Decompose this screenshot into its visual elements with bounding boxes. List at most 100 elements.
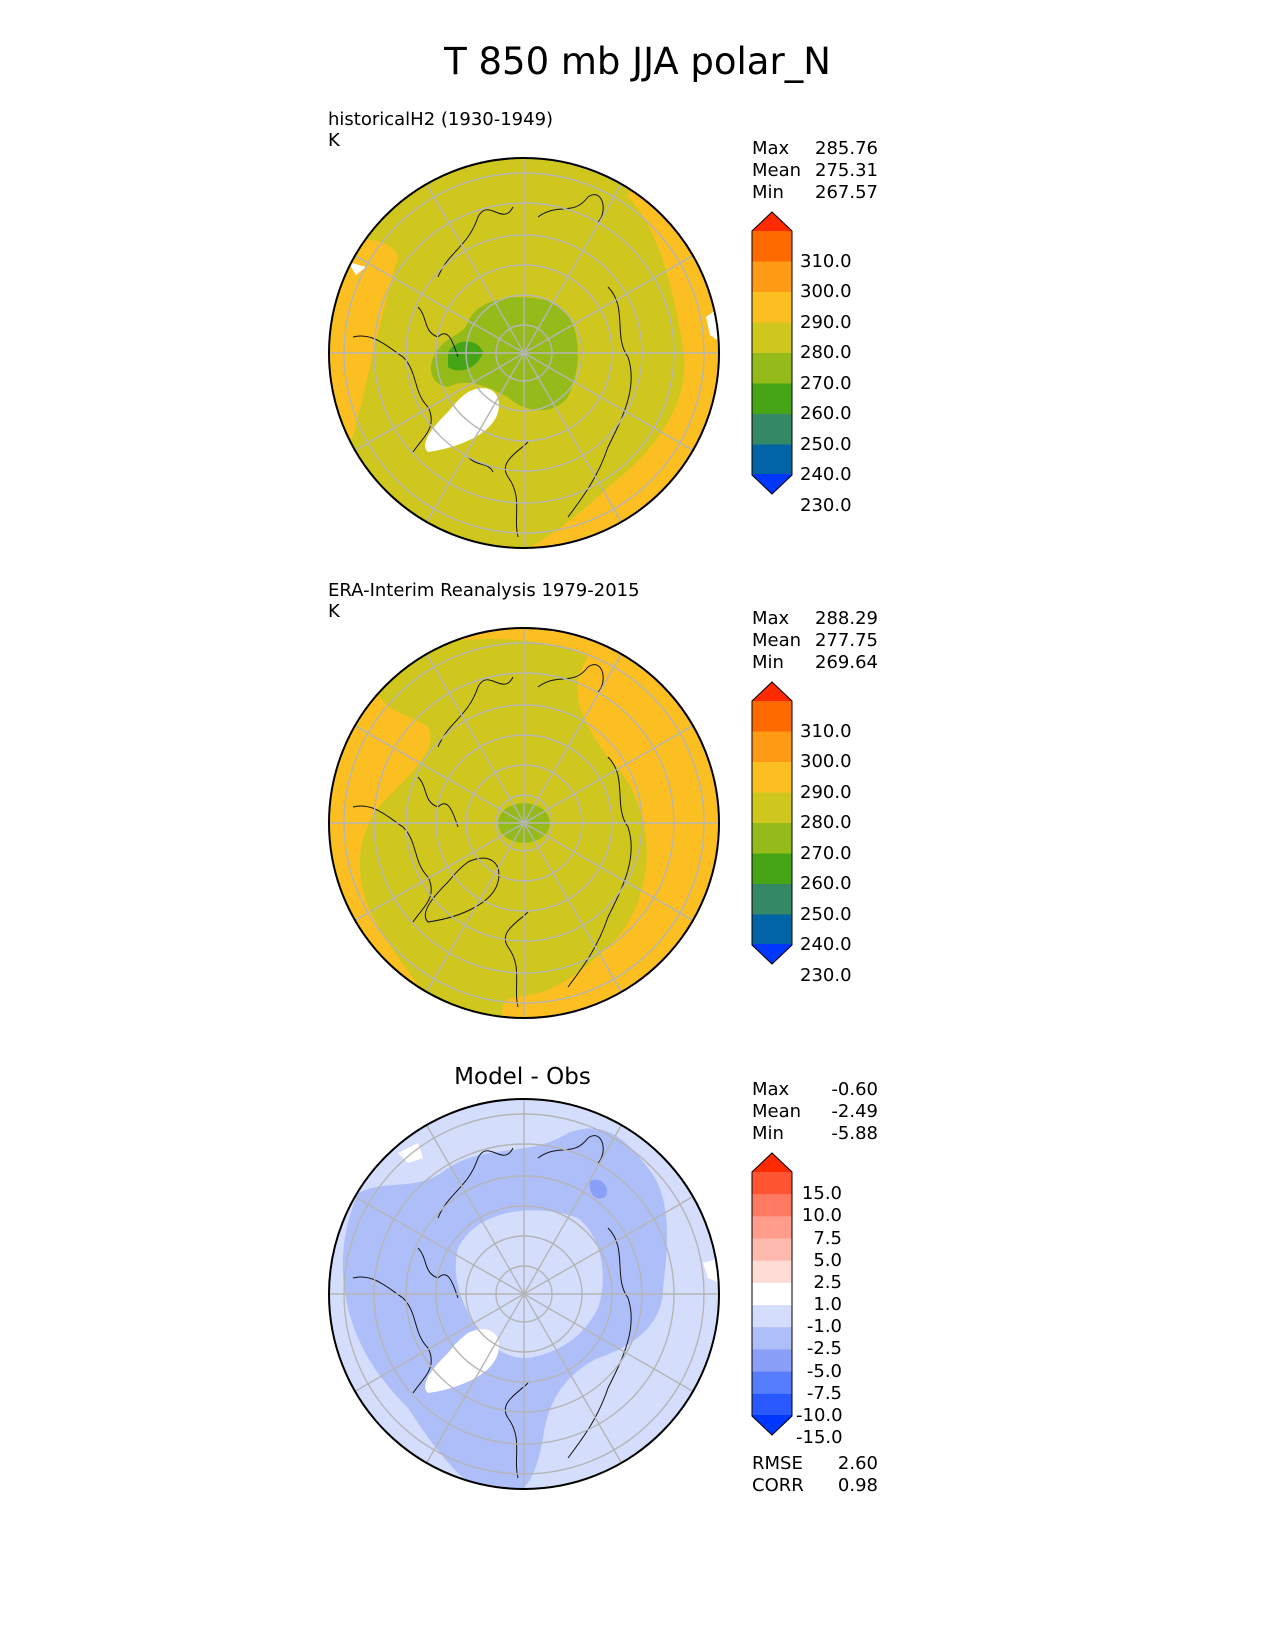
colorbar-tick-label: 240.0 [800,464,852,485]
colorbar-segment [752,944,792,964]
p1-missing-greenland [425,388,499,452]
colorbar-segment [752,292,792,324]
colorbar-tick-label: -1.0 [806,1316,842,1338]
colorbar-segment [752,322,792,354]
p1-mean-value: 275.31 [815,160,878,181]
colorbar-segment [752,353,792,385]
colorbar-outline [751,211,793,495]
colorbar-tick-label: 280.0 [800,342,852,363]
colorbar-segment [752,261,792,293]
colorbar-segment [752,1172,792,1195]
colorbar-tick-label: 7.5 [813,1227,842,1249]
colorbar-tick-label: 290.0 [800,311,852,333]
p2-mean-label: Mean [752,630,802,651]
panel2-title-line1: ERA-Interim Reanalysis 1979-2015 [328,580,640,601]
panel1-colorbar-labels: 310.0 300.0 290.0 280.0 270.0 260.0 250.0 240.0… [800,212,870,516]
colorbar-segment [752,1260,792,1284]
p3-max-label: Max [752,1079,790,1100]
colorbar-segment [752,823,792,855]
colorbar-tick-label: 230.0 [800,494,852,516]
colorbar-segment [752,1393,792,1417]
panel3-title: Model - Obs [454,1064,591,1090]
colorbar-segment [752,444,792,476]
figure-title: T 850 mb JJA polar_N [444,40,831,83]
colorbar-outline [751,681,793,965]
colorbar-tick-label: 260.0 [800,403,852,424]
colorbar-tick-label: -5.0 [806,1360,842,1382]
colorbar-segment [752,383,792,415]
colorbar-tick-label: 5.0 [813,1249,842,1271]
p2-max-label: Max [752,608,790,629]
p1-warm-region-east [528,158,719,548]
p1-coastlines [352,194,632,538]
colorbar-segment [752,212,792,232]
p2-min-label: Min [752,652,784,673]
colorbar-segment [752,884,792,916]
panel1-units: K [328,130,340,151]
panel2-colorbar-labels: 310.0 300.0 290.0 280.0 270.0 260.0 250.0 240.0… [800,682,870,986]
colorbar-tick-label: -10.0 [796,1405,843,1426]
colorbar-tick-label: 250.0 [800,903,852,925]
colorbar-segment [752,231,792,263]
colorbar-segment [752,701,792,733]
colorbar-segment [752,1371,792,1395]
colorbar-segment [752,1153,792,1173]
colorbar-tick-label: 310.0 [800,250,852,272]
corr-label: CORR [752,1475,804,1496]
colorbar-segment [752,762,792,794]
panel3-colorbar [751,1152,793,1436]
colorbar-tick-label: 15.0 [801,1183,842,1205]
colorbar-segment [752,1415,792,1435]
p1-warm-region-west [329,227,398,457]
colorbar-tick-label: -2.5 [806,1338,842,1360]
colorbar-segment [752,682,792,702]
p1-max-value: 285.76 [815,138,878,159]
p2-min-value: 269.64 [815,652,878,673]
panel1-polar-map [328,157,720,549]
p2-graticule [329,628,719,1018]
colorbar-segment [752,914,792,946]
colorbar-segment [752,1305,792,1328]
panel2-title: ERA-Interim Reanalysis 1979-2015 K [328,580,640,622]
p1-mean-label: Mean [752,160,802,181]
colorbar-tick-label: 1.0 [813,1294,842,1316]
p3-min-value: -5.88 [831,1123,878,1144]
panel2-polar-map [328,627,720,1019]
p3-max-value: -0.60 [831,1079,878,1100]
panel1-title: historicalH2 (1930-1949) K [328,109,553,151]
corr-value: 0.98 [837,1475,878,1496]
colorbar-segment [752,1349,792,1373]
colorbar-tick-label: 290.0 [800,781,852,803]
colorbar-tick-label: 270.0 [800,372,852,394]
p3-missing-edge1 [398,1143,423,1163]
panel1-stats: Max 285.76 Mean 275.31 Min 267.57 [752,138,878,204]
panel3-polar-map [328,1098,720,1490]
p3-min-label: Min [752,1123,784,1144]
p3-mean-value: -2.49 [831,1101,878,1122]
panel3-colorbar-labels: 15.0 10.0 7.5 5.0 2.5 1.0 -1.0 -2.5 -5.0 -7.5 -10.… [796,1153,866,1448]
colorbar-tick-label: 230.0 [800,964,852,986]
colorbar-segment [752,1327,792,1351]
rmse-value: 2.60 [837,1453,878,1474]
p2-mean-value: 277.75 [815,630,878,651]
p1-min-label: Min [752,182,784,203]
panel3-stats: Max -0.60 Mean -2.49 Min -5.88 [752,1079,878,1145]
p1-max-label: Max [752,138,790,159]
colorbar-tick-label: 2.5 [813,1271,842,1293]
panel2-stats: Max 288.29 Mean 277.75 Min 269.64 [752,608,878,674]
panel2-colorbar [751,681,793,965]
colorbar-tick-label: 270.0 [800,842,852,864]
rmse-label: RMSE [752,1453,803,1474]
p3-graticule [329,1099,719,1489]
colorbar-segment [752,474,792,494]
colorbar-outline [751,1152,793,1436]
colorbar-segment [752,414,792,446]
p1-graticule [329,158,719,548]
p2-max-value: 288.29 [815,608,878,629]
colorbar-tick-label: 10.0 [801,1205,842,1227]
p1-missing-edge1 [348,262,366,275]
colorbar-tick-label: 240.0 [800,934,852,955]
colorbar-tick-label: 280.0 [800,812,852,833]
colorbar-tick-label: 300.0 [800,751,852,772]
panel2-units: K [328,601,340,622]
